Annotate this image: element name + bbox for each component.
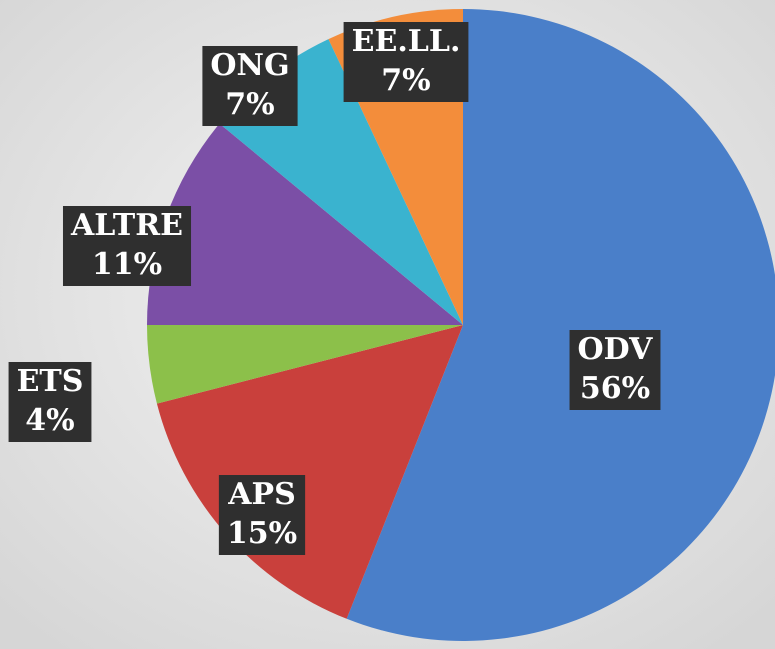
category-label: ALTRE [70, 208, 183, 243]
value-label: 4% [25, 403, 74, 438]
category-label: ONG [210, 48, 289, 83]
data-label: ALTRE 11% [62, 206, 192, 286]
label-box [8, 362, 92, 442]
data-label: ODV 56% [569, 330, 661, 410]
value-label: 11% [92, 247, 162, 282]
pie-slice [147, 325, 463, 404]
label-box [343, 22, 469, 102]
value-label: 7% [225, 87, 274, 122]
label-box [218, 475, 306, 555]
pie-slice [346, 9, 775, 641]
category-label: EE.LL. [352, 24, 461, 59]
data-labels: ODV 56% APS 15% ETS 4% ALTRE 11% ONG 7% EE.LL. 7% [8, 22, 661, 555]
data-label: ETS 4% [8, 362, 92, 442]
category-label: APS [227, 477, 296, 512]
category-label: ETS [17, 364, 84, 399]
value-label: 7% [381, 63, 430, 98]
data-label: APS 15% [218, 475, 306, 555]
label-box [202, 46, 298, 126]
value-label: 56% [580, 371, 650, 406]
data-label: EE.LL. 7% [343, 22, 469, 102]
label-box [569, 330, 661, 410]
data-label: ONG 7% [202, 46, 298, 126]
pie-slice [156, 325, 463, 619]
label-box [62, 206, 192, 286]
value-label: 15% [227, 516, 297, 551]
category-label: ODV [578, 332, 654, 367]
pie-slice [147, 123, 463, 325]
